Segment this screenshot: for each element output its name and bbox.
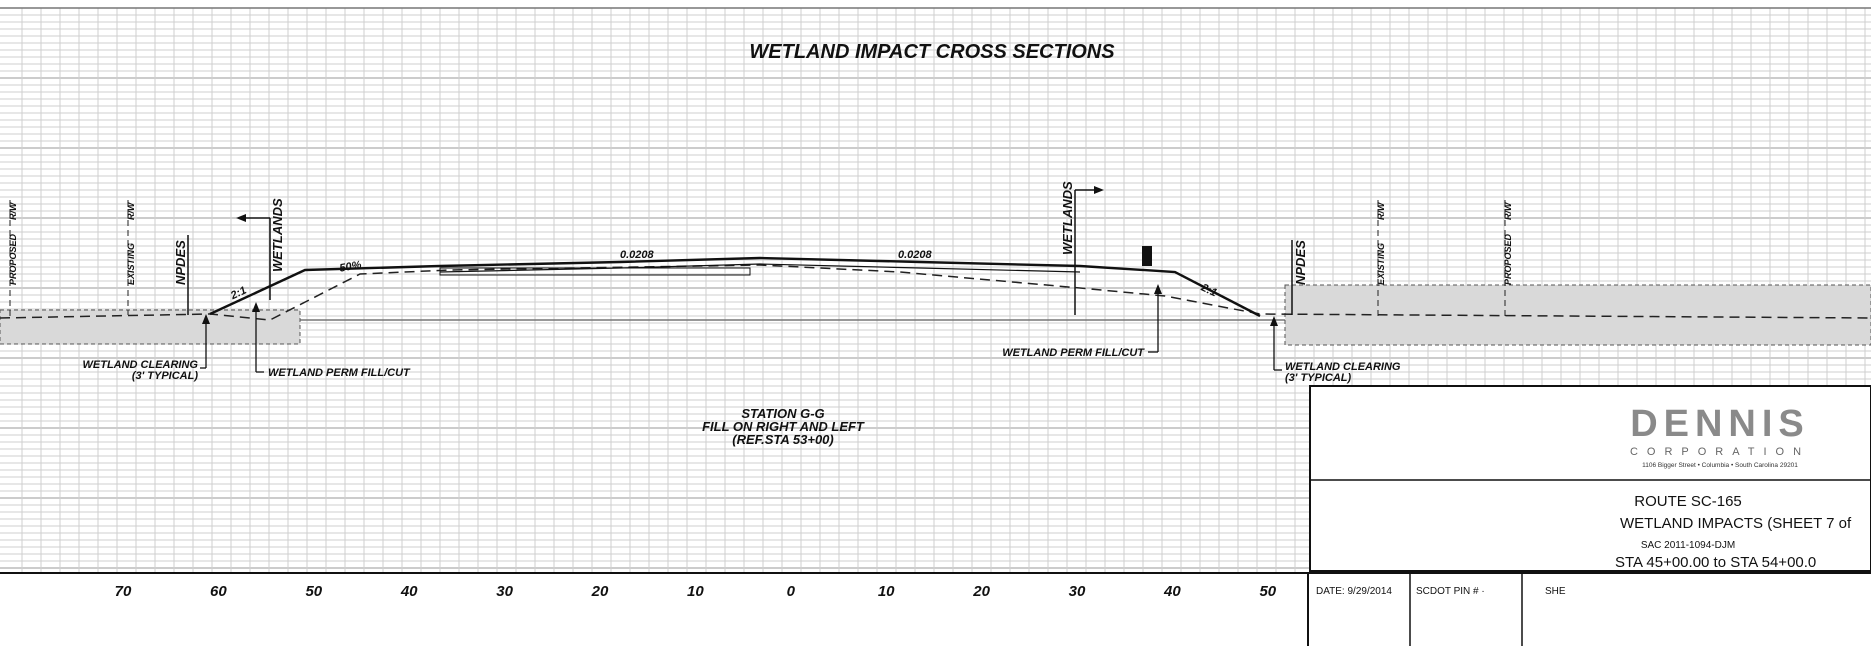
company-subtitle: CORPORATION xyxy=(1630,446,1810,458)
left-grade-label: 50% xyxy=(339,259,363,275)
right-barrier xyxy=(1142,246,1152,266)
right-npdes-label: NPDES xyxy=(1293,240,1308,285)
station-range: STA 45+00.00 to STA 54+00.0 xyxy=(1615,554,1816,571)
left-typical-label: (3' TYPICAL) xyxy=(132,370,199,382)
axis-label: 50 xyxy=(1259,583,1276,600)
axis-label: 10 xyxy=(687,583,704,600)
title-block: DENNIS CORPORATION 1106 Bigger Street • … xyxy=(1309,385,1871,646)
right-wetlands-label: WETLANDS xyxy=(1060,181,1075,255)
wetland-area-right xyxy=(1284,284,1871,346)
svg-text:(REF.STA 53+00): (REF.STA 53+00) xyxy=(732,432,834,447)
existing-ground-line xyxy=(0,264,1871,321)
right-proposed-row-label: PROPOSED xyxy=(1503,233,1513,285)
sheet-title-block: WETLAND IMPACTS (SHEET 7 of xyxy=(1620,515,1852,532)
station-label: STATION G-G FILL ON RIGHT AND LEFT (REF.… xyxy=(702,406,865,447)
left-annotations: PROPOSED R/W EXISTING R/W NPDES WETLANDS… xyxy=(8,198,411,382)
svg-text:STATION G-G: STATION G-G xyxy=(741,406,824,421)
left-proposed-row-symbol: R/W xyxy=(8,201,18,220)
left-wetland-clearing-label: WETLAND CLEARING xyxy=(83,359,199,371)
pin-cell: SCDOT PIN # · xyxy=(1416,586,1485,597)
axis-label: 10 xyxy=(878,583,895,600)
left-existing-row-label: EXISTING xyxy=(126,243,136,285)
center-slope-right: 0.0208 xyxy=(898,249,933,261)
right-typical-label: (3' TYPICAL) xyxy=(1285,372,1352,384)
sac-number: SAC 2011-1094-DJM xyxy=(1641,540,1735,551)
left-npdes-label: NPDES xyxy=(173,240,188,285)
proposed-section-line xyxy=(209,256,1261,318)
sheet-title: WETLAND IMPACT CROSS SECTIONS xyxy=(749,41,1115,63)
wetland-area-left xyxy=(0,309,301,345)
company-logo: DENNIS xyxy=(1630,403,1810,445)
left-wetlands-label: WETLANDS xyxy=(270,198,285,272)
center-slope-left: 0.0208 xyxy=(620,249,655,261)
sheet-cell: SHE xyxy=(1545,586,1566,597)
date-cell: DATE: 9/29/2014 xyxy=(1316,586,1392,597)
right-existing-row-symbol: R/W xyxy=(1376,201,1386,220)
axis-label: 40 xyxy=(1163,583,1181,600)
left-existing-row-symbol: R/W xyxy=(126,201,136,220)
axis-label: 0 xyxy=(787,583,796,600)
right-proposed-row-symbol: R/W xyxy=(1503,201,1513,220)
route-label: ROUTE SC-165 xyxy=(1634,493,1742,510)
left-perm-fill-cut-label: WETLAND PERM FILL/CUT xyxy=(268,367,411,379)
right-annotations: WETLANDS 2:1 NPDES EXISTING R/W PROPOSED… xyxy=(1002,181,1513,384)
right-existing-row-label: EXISTING xyxy=(1376,243,1386,285)
right-perm-fill-cut-label: WETLAND PERM FILL/CUT xyxy=(1002,347,1145,359)
axis-label: 60 xyxy=(210,583,227,600)
left-proposed-row-label: PROPOSED xyxy=(8,233,18,285)
axis-label: 20 xyxy=(591,583,609,600)
axis-label: 30 xyxy=(1069,583,1086,600)
right-wetland-clearing-label: WETLAND CLEARING xyxy=(1285,361,1401,373)
axis-label: 20 xyxy=(972,583,990,600)
axis-label: 30 xyxy=(496,583,513,600)
axis-band xyxy=(0,572,1871,646)
pavement-base xyxy=(439,267,751,276)
company-address: 1106 Bigger Street • Columbia • South Ca… xyxy=(1642,462,1798,469)
subgrade-line xyxy=(439,263,1081,273)
axis-label: 70 xyxy=(115,583,132,600)
axis-label: 50 xyxy=(305,583,322,600)
axis-labels: 70 60 50 40 30 20 10 0 10 20 30 40 50 xyxy=(115,583,1277,600)
svg-text:FILL ON RIGHT AND LEFT: FILL ON RIGHT AND LEFT xyxy=(702,419,865,434)
axis-label: 40 xyxy=(400,583,418,600)
